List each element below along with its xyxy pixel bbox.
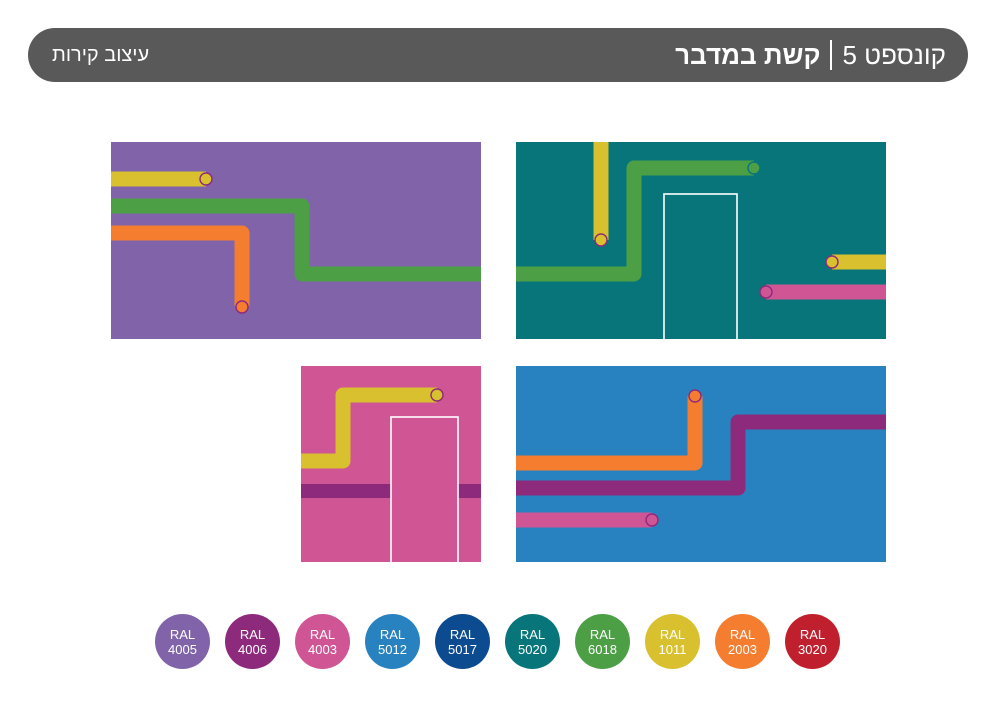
swatch-brand: RAL bbox=[309, 626, 336, 642]
pipe-end-yellow bbox=[430, 388, 444, 402]
swatch-code: 5017 bbox=[448, 641, 477, 657]
swatch-brand: RAL bbox=[589, 626, 616, 642]
pipe-end-orange bbox=[235, 300, 249, 314]
pipe-end-pink bbox=[645, 513, 659, 527]
swatch-ral-5012: RAL 5012 bbox=[365, 614, 420, 669]
pipe-end-pink bbox=[759, 285, 773, 299]
swatch-ral-1011: RAL 1011 bbox=[645, 614, 700, 669]
swatch-brand: RAL bbox=[379, 626, 406, 642]
color-swatches: RAL 4005 RAL 4006 RAL 4003 RAL 5012 RAL 5017 … bbox=[155, 614, 845, 670]
pipe-green bbox=[516, 160, 754, 282]
swatch-code: 4003 bbox=[308, 641, 337, 657]
swatch-code: 4005 bbox=[168, 641, 197, 657]
swatch-code: 5020 bbox=[518, 641, 547, 657]
wall-panel-teal bbox=[516, 142, 886, 339]
swatch-ral-5017: RAL 5017 bbox=[435, 614, 490, 669]
swatch-ral-2003: RAL 2003 bbox=[715, 614, 770, 669]
header-subtitle: עיצוב קירות bbox=[52, 43, 150, 66]
title-divider bbox=[830, 40, 833, 70]
pipe-orange bbox=[516, 396, 703, 471]
pipe-end-yellow bbox=[199, 172, 213, 186]
swatch-ral-6018: RAL 6018 bbox=[575, 614, 630, 669]
swatch-ral-4005: RAL 4005 bbox=[155, 614, 210, 669]
pipe-end-green bbox=[747, 161, 761, 175]
pipe-magenta bbox=[516, 414, 886, 496]
wall-panel-pink bbox=[301, 366, 481, 562]
swatch-code: 4006 bbox=[238, 641, 267, 657]
swatch-brand: RAL bbox=[239, 626, 266, 642]
header-title: קונספט 5 קשת במדבר bbox=[675, 28, 946, 82]
header-bar: קונספט 5 קשת במדבר עיצוב קירות bbox=[28, 28, 968, 82]
swatch-brand: RAL bbox=[659, 626, 686, 642]
pipe-end-orange bbox=[688, 389, 702, 403]
swatch-code: 5012 bbox=[378, 641, 407, 657]
pipe-yellow bbox=[301, 387, 437, 469]
swatch-brand: RAL bbox=[449, 626, 476, 642]
swatch-code: 1011 bbox=[658, 641, 687, 657]
swatch-code: 2003 bbox=[728, 641, 757, 657]
concept-label: קונספט 5 bbox=[842, 39, 946, 70]
pipe-green bbox=[111, 198, 481, 282]
concept-name: קשת במדבר bbox=[675, 39, 821, 70]
pipe-end-yellow-vertical bbox=[594, 233, 608, 247]
wall-panel-blue bbox=[516, 366, 886, 562]
swatch-brand: RAL bbox=[519, 626, 546, 642]
pipe-end-yellow-horizontal bbox=[825, 255, 839, 269]
swatch-brand: RAL bbox=[799, 626, 826, 642]
swatch-ral-4003: RAL 4003 bbox=[295, 614, 350, 669]
swatch-ral-3020: RAL 3020 bbox=[785, 614, 840, 669]
swatch-brand: RAL bbox=[729, 626, 756, 642]
wall-panel-purple bbox=[111, 142, 481, 339]
swatch-ral-4006: RAL 4006 bbox=[225, 614, 280, 669]
swatch-code: 6018 bbox=[588, 641, 617, 657]
swatch-brand: RAL bbox=[169, 626, 196, 642]
swatch-code: 3020 bbox=[798, 641, 827, 657]
door-outline bbox=[663, 193, 738, 339]
pipe-orange bbox=[111, 225, 250, 306]
door bbox=[390, 416, 459, 562]
swatch-ral-5020: RAL 5020 bbox=[505, 614, 560, 669]
